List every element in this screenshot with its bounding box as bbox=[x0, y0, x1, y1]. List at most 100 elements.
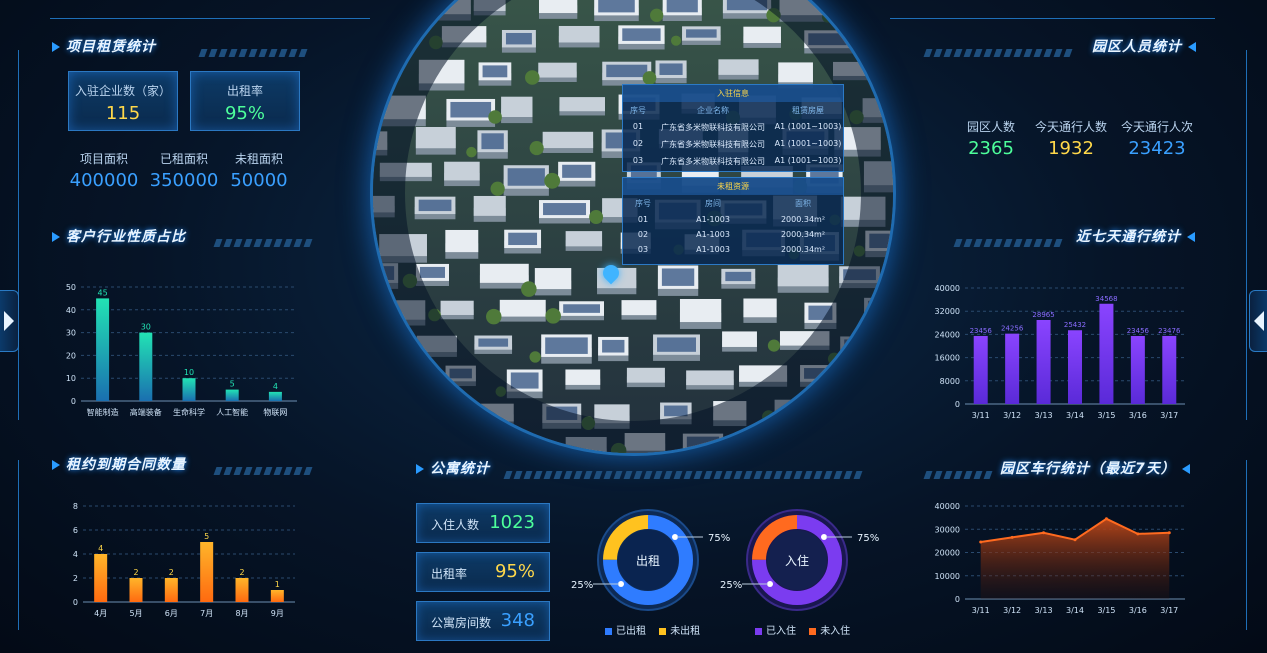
data-point[interactable] bbox=[979, 540, 983, 544]
data-point[interactable] bbox=[1167, 531, 1171, 535]
building-roof bbox=[440, 300, 474, 315]
bar[interactable] bbox=[270, 590, 284, 602]
building-roof bbox=[594, 404, 630, 424]
title-decor bbox=[953, 232, 1065, 247]
donut-big-pct: 75% bbox=[708, 533, 730, 544]
tree bbox=[650, 8, 664, 22]
data-label: 23456 bbox=[1127, 327, 1150, 335]
solar-panel bbox=[870, 438, 893, 453]
table-row[interactable]: 03 广东省多米物联科技有限公司 A1 (1001~1003) bbox=[623, 153, 843, 170]
table-header: 序号 房间 面积 bbox=[623, 195, 843, 212]
data-point[interactable] bbox=[1136, 532, 1140, 536]
solar-panel bbox=[482, 65, 508, 78]
y-tick-label: 0 bbox=[955, 400, 960, 409]
solar-panel bbox=[686, 29, 717, 38]
header-cell: 企业名称 bbox=[697, 106, 729, 115]
project-area-value: 400000 bbox=[69, 170, 139, 191]
data-point[interactable] bbox=[1073, 538, 1077, 542]
table-row[interactable]: 02 A1-1003 2000.34m² bbox=[623, 227, 843, 242]
bar[interactable] bbox=[164, 578, 178, 602]
bar[interactable] bbox=[96, 298, 110, 401]
bar[interactable] bbox=[200, 542, 214, 602]
bar[interactable] bbox=[1130, 335, 1145, 404]
x-tick-label: 物联网 bbox=[263, 407, 287, 417]
bar[interactable] bbox=[973, 335, 988, 404]
bar[interactable] bbox=[1099, 303, 1114, 404]
building-side bbox=[421, 413, 466, 425]
solar-panel bbox=[749, 440, 772, 453]
solar-panel bbox=[391, 371, 433, 380]
building-roof bbox=[777, 264, 829, 287]
bar[interactable] bbox=[129, 578, 143, 602]
building-side bbox=[373, 2, 398, 16]
solar-panel bbox=[606, 64, 648, 78]
x-tick-label: 3/11 bbox=[972, 606, 990, 615]
bar[interactable] bbox=[139, 332, 153, 401]
solar-panel bbox=[598, 0, 635, 13]
data-point[interactable] bbox=[1042, 531, 1046, 535]
today-pass-people-value: 1932 bbox=[1048, 138, 1094, 159]
cell: 2000.34m² bbox=[780, 230, 826, 239]
apartment-rent-rate-box: 出租率 95% bbox=[416, 552, 550, 592]
y-tick-label: 10000 bbox=[935, 572, 960, 581]
tree bbox=[824, 412, 841, 429]
solar-panel bbox=[418, 199, 452, 212]
legend-swatch bbox=[755, 627, 762, 635]
solar-panel bbox=[419, 266, 446, 278]
data-point[interactable] bbox=[1010, 535, 1014, 539]
project-area-label: 项目面积 bbox=[79, 152, 128, 166]
table-row[interactable]: 02 广东省多米物联科技有限公司 A1 (1001~1003) bbox=[623, 136, 843, 153]
table-row[interactable]: 01 A1-1003 2000.34m² bbox=[623, 212, 843, 227]
solar-panel bbox=[842, 403, 885, 418]
building-side bbox=[373, 413, 409, 425]
tree bbox=[490, 181, 505, 196]
table-row[interactable]: 03 A1-1003 2000.34m² bbox=[623, 242, 843, 257]
building-side bbox=[867, 379, 893, 396]
bar[interactable] bbox=[182, 378, 196, 401]
building-roof bbox=[373, 0, 398, 10]
bar[interactable] bbox=[1005, 333, 1020, 404]
tree bbox=[403, 345, 418, 359]
building-side bbox=[833, 7, 874, 25]
building-roof bbox=[838, 400, 889, 421]
header-cell: 面积 bbox=[795, 199, 811, 208]
bar[interactable] bbox=[268, 391, 282, 401]
card-title: 未租资源 bbox=[623, 178, 843, 195]
building-roof bbox=[866, 435, 893, 453]
x-tick-label: 3/17 bbox=[1160, 411, 1178, 420]
title-decor bbox=[213, 232, 315, 247]
bar[interactable] bbox=[235, 578, 249, 602]
building-roof bbox=[743, 26, 781, 43]
solar-panel bbox=[725, 271, 752, 282]
occupancy-donut-chart: 入住 75% 25% bbox=[720, 509, 879, 611]
left-nav-arrow-icon[interactable] bbox=[0, 290, 19, 352]
table-row[interactable]: 01 广东省多米物联科技有限公司 A1 (1001~1003) bbox=[623, 119, 843, 136]
building-roof bbox=[380, 436, 416, 453]
data-point[interactable] bbox=[1104, 517, 1108, 521]
building-roof bbox=[539, 0, 578, 14]
bar[interactable] bbox=[1036, 320, 1051, 404]
apartment-rent-rate-label: 出租率 bbox=[431, 567, 468, 581]
building-roof bbox=[542, 131, 594, 149]
lease-panel-title: 项目租赁统计 bbox=[52, 36, 156, 56]
rented-area-value: 350000 bbox=[149, 170, 219, 191]
building-side bbox=[373, 345, 402, 356]
header-cell: 房间 bbox=[705, 199, 721, 208]
bar[interactable] bbox=[225, 389, 239, 401]
bar[interactable] bbox=[94, 554, 108, 602]
cell: 03 bbox=[637, 245, 649, 254]
bar[interactable] bbox=[1068, 330, 1082, 404]
residents-label: 入住人数 bbox=[431, 518, 480, 532]
bar[interactable] bbox=[1162, 335, 1177, 404]
solar-panel bbox=[810, 437, 843, 452]
solar-panel bbox=[478, 338, 509, 347]
solar-panel bbox=[868, 300, 893, 316]
legend-swatch bbox=[605, 627, 612, 635]
donut-center-label: 出租 bbox=[636, 554, 660, 568]
building-side bbox=[499, 447, 531, 453]
frame-right-top bbox=[1246, 50, 1248, 420]
today-pass-times-label: 今天通行人次 bbox=[1120, 120, 1193, 134]
right-nav-arrow-icon[interactable] bbox=[1249, 290, 1267, 352]
x-tick-label: 高端装备 bbox=[130, 407, 162, 417]
rent-rate-box: 出租率 95% bbox=[190, 71, 300, 131]
